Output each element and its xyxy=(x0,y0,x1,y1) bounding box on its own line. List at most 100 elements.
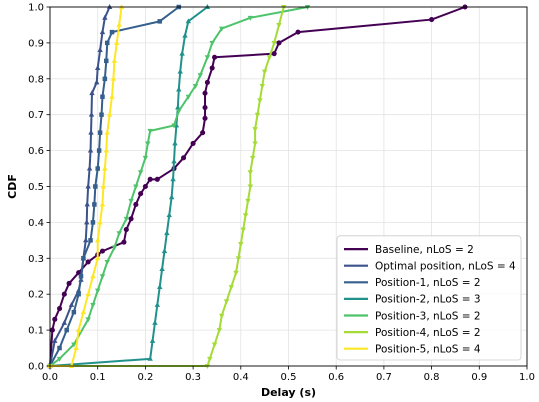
series-4 xyxy=(47,4,211,368)
series-5 xyxy=(47,5,311,369)
data-point xyxy=(233,270,239,276)
data-point xyxy=(114,39,120,45)
legend-label: Position-3, nLoS = 2 xyxy=(375,310,481,322)
data-point xyxy=(157,19,162,24)
data-point xyxy=(138,191,144,197)
series-line xyxy=(50,6,123,367)
y-tick-label: 1.0 xyxy=(28,3,44,14)
data-point xyxy=(104,40,110,46)
data-point xyxy=(95,288,101,294)
data-point xyxy=(168,194,175,200)
x-tick-label: 0.9 xyxy=(471,372,487,383)
x-tick-label: 1.0 xyxy=(519,372,535,383)
data-point xyxy=(85,317,91,323)
data-point xyxy=(110,75,117,81)
data-point xyxy=(166,212,172,218)
data-point xyxy=(96,148,102,153)
x-tick-label: 0.2 xyxy=(137,372,153,383)
legend-item: Position-3, nLoS = 2 xyxy=(344,310,481,322)
data-point xyxy=(152,319,158,325)
data-point xyxy=(97,130,103,135)
data-point xyxy=(192,84,199,89)
data-point xyxy=(71,309,77,315)
data-point xyxy=(212,54,218,60)
legend-label: Position-2, nLoS = 3 xyxy=(375,294,481,306)
data-point xyxy=(254,112,261,118)
data-point xyxy=(154,176,160,182)
data-point xyxy=(76,291,81,297)
data-point xyxy=(49,327,55,333)
data-point xyxy=(99,112,104,117)
data-point xyxy=(64,327,69,333)
data-point xyxy=(240,227,246,233)
data-point xyxy=(95,237,101,243)
data-point xyxy=(171,123,177,129)
data-point xyxy=(95,65,101,70)
data-point xyxy=(106,4,113,9)
data-point xyxy=(123,227,129,233)
data-point xyxy=(133,201,139,207)
y-axis-label: CDF xyxy=(6,174,19,199)
x-tick-label: 0.8 xyxy=(424,372,440,383)
data-point xyxy=(259,84,265,89)
data-point xyxy=(164,230,170,236)
data-point xyxy=(68,301,75,307)
y-tick-label: 0.0 xyxy=(28,362,44,373)
data-point xyxy=(276,40,282,46)
data-point xyxy=(102,165,108,171)
data-point xyxy=(85,291,91,297)
data-point xyxy=(85,183,91,189)
data-point xyxy=(190,140,196,146)
data-point xyxy=(103,147,109,153)
data-point xyxy=(223,299,230,305)
data-point xyxy=(204,364,211,369)
x-tick-label: 0.7 xyxy=(376,372,392,383)
y-tick-label: 0.4 xyxy=(28,218,44,229)
legend-item: Position-1, nLoS = 2 xyxy=(344,277,481,289)
data-point xyxy=(111,57,118,63)
data-point xyxy=(149,337,156,343)
series-line xyxy=(49,6,111,367)
data-point xyxy=(95,255,101,261)
data-point xyxy=(97,219,103,225)
data-point xyxy=(185,18,192,24)
legend-label: Position-4, nLoS = 2 xyxy=(375,327,481,339)
data-point xyxy=(94,79,100,85)
data-point xyxy=(123,216,130,222)
data-point xyxy=(68,363,75,368)
data-point xyxy=(147,128,153,134)
series-3 xyxy=(47,4,182,369)
legend-label: Position-5, nLoS = 4 xyxy=(375,344,481,356)
data-point xyxy=(116,231,122,237)
data-point xyxy=(92,202,97,207)
data-point xyxy=(66,280,72,286)
legend-box xyxy=(336,235,522,361)
data-point xyxy=(175,104,181,110)
data-point xyxy=(104,259,110,265)
data-point xyxy=(209,40,215,46)
legend-item: Position-5, nLoS = 4 xyxy=(344,344,481,356)
data-point xyxy=(145,141,151,147)
data-point xyxy=(247,170,254,176)
data-point xyxy=(204,4,211,9)
data-point xyxy=(80,309,87,315)
data-point xyxy=(219,26,225,32)
data-point xyxy=(90,303,96,308)
data-point xyxy=(128,216,134,222)
data-point xyxy=(56,356,63,362)
x-axis-label: Delay (s) xyxy=(261,386,316,399)
data-point xyxy=(102,14,108,20)
data-point xyxy=(172,140,178,146)
y-tick-label: 0.1 xyxy=(28,326,44,337)
data-point xyxy=(147,355,153,361)
data-point xyxy=(104,129,110,135)
axis-ticks: 0.0 0.1 0.2 0.3 0.4 0.5 0.6 0.7 0.8 0.9 1.0 0.0 0.1 0… xyxy=(28,3,535,384)
data-point xyxy=(88,111,95,117)
data-point xyxy=(75,327,82,333)
data-point xyxy=(271,40,277,46)
data-point xyxy=(95,166,100,171)
legend-item: Position-4, nLoS = 2 xyxy=(344,327,481,339)
data-point xyxy=(252,141,258,147)
